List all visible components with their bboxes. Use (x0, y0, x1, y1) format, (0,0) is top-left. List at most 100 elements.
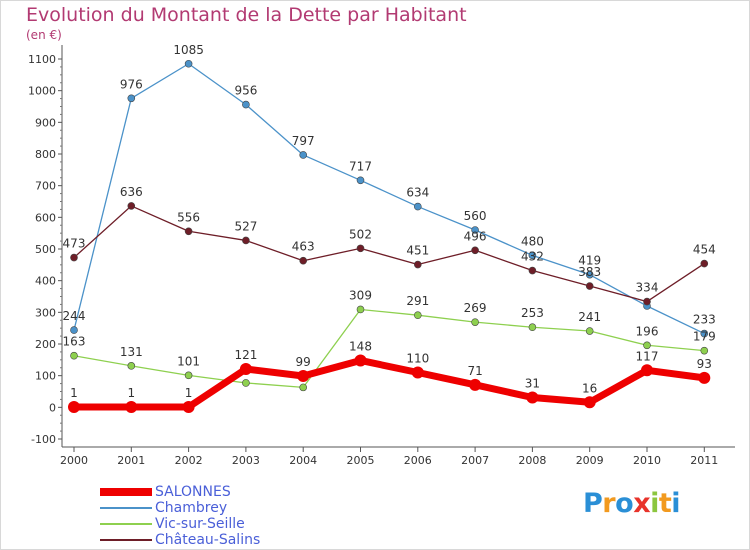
data-point (70, 326, 78, 334)
data-point (354, 354, 367, 367)
x-tick-label: 2000 (60, 454, 88, 467)
x-tick-label: 2002 (175, 454, 203, 467)
chart-title: Evolution du Montant de la Dette par Hab… (26, 4, 467, 26)
data-point (526, 391, 539, 404)
data-label: 244 (63, 309, 86, 323)
x-tick-label: 2004 (289, 454, 317, 467)
data-label: 717 (349, 159, 372, 173)
legend-label: SALONNES (155, 484, 231, 500)
data-point (356, 244, 365, 253)
x-tick-label: 2007 (461, 454, 489, 467)
data-label: 451 (406, 244, 429, 258)
data-point (127, 94, 136, 103)
data-point (184, 371, 193, 380)
y-tick-label: 0 (49, 401, 56, 414)
series-line-chambrey (73, 63, 705, 335)
data-point (184, 59, 193, 68)
data-point (356, 176, 365, 185)
data-label: 797 (292, 134, 315, 148)
legend-label: Château-Salins (155, 532, 261, 548)
data-label: 496 (464, 229, 487, 243)
data-label: 1 (127, 386, 135, 400)
x-tick-label: 2010 (633, 454, 661, 467)
data-label: 110 (406, 352, 429, 366)
series-line-vic-sur-seille (73, 308, 705, 389)
data-point (413, 260, 422, 269)
data-label: 253 (521, 306, 544, 320)
y-tick-label: 800 (35, 148, 56, 161)
data-label: 117 (636, 349, 659, 363)
data-point (70, 253, 78, 262)
data-label: 99 (296, 355, 311, 369)
data-label: 291 (406, 294, 429, 308)
data-label: 527 (234, 219, 257, 233)
y-tick-label: 1100 (28, 53, 56, 66)
x-tick-label: 2001 (117, 454, 145, 467)
data-label: 473 (63, 237, 86, 251)
data-label: 463 (292, 240, 315, 254)
data-point (471, 226, 479, 234)
data-point (299, 256, 308, 265)
data-point (528, 251, 537, 260)
legend-swatch (100, 539, 152, 541)
data-point (585, 282, 594, 290)
data-point (411, 366, 424, 379)
data-label: 16 (582, 381, 597, 395)
proxiti-logo: Proxiti (583, 488, 681, 519)
y-tick-label: 100 (35, 370, 56, 383)
data-point (356, 305, 365, 314)
x-tick-label: 2003 (232, 454, 260, 467)
data-point (125, 401, 138, 414)
data-label: 131 (120, 345, 143, 359)
data-label: 334 (636, 281, 659, 295)
data-label: 71 (467, 364, 482, 378)
legend-swatch (100, 507, 152, 509)
series-line-salonnes (74, 356, 705, 411)
data-label: 163 (63, 335, 86, 349)
data-label: 419 (578, 254, 601, 268)
logo-letter: t (658, 488, 672, 519)
data-point (700, 329, 709, 338)
data-label: 956 (234, 84, 257, 98)
data-label: 233 (693, 313, 716, 327)
data-point (643, 341, 651, 350)
data-point (471, 246, 479, 255)
logo-letter: o (615, 488, 634, 519)
x-tick-label: 2009 (576, 454, 604, 467)
data-point (297, 369, 310, 382)
data-point (242, 379, 250, 387)
data-point (700, 259, 709, 268)
data-label: 634 (406, 186, 429, 200)
data-label: 560 (464, 209, 487, 223)
data-point (413, 311, 422, 319)
data-label: 241 (578, 310, 601, 324)
data-point (127, 202, 136, 210)
data-label: 31 (525, 377, 540, 391)
chart-unit: (en €) (26, 28, 62, 42)
logo-letter: P (583, 488, 603, 519)
legend-label: Vic-sur-Seille (155, 516, 245, 532)
data-label: 454 (693, 243, 716, 257)
data-label: 269 (464, 301, 487, 315)
data-point (585, 327, 594, 335)
data-point (643, 297, 651, 306)
y-tick-label: -100 (31, 433, 56, 446)
logo-letter: i (650, 488, 659, 519)
x-tick-label: 2011 (690, 454, 718, 467)
data-point (239, 363, 252, 376)
x-tick-label: 2006 (404, 454, 432, 467)
data-point (70, 351, 78, 360)
data-point (299, 151, 308, 159)
data-label: 148 (349, 339, 372, 353)
data-label: 1 (70, 386, 78, 400)
x-tick-label: 2005 (347, 454, 375, 467)
data-point (583, 396, 596, 409)
logo-letter: i (671, 488, 681, 519)
data-point (184, 227, 193, 236)
data-label: 556 (177, 210, 200, 224)
data-label: 93 (697, 357, 712, 371)
y-tick-label: 300 (35, 306, 56, 319)
data-label: 432 (521, 250, 544, 264)
legend-swatch (100, 523, 152, 525)
y-tick-label: 1000 (28, 85, 56, 98)
